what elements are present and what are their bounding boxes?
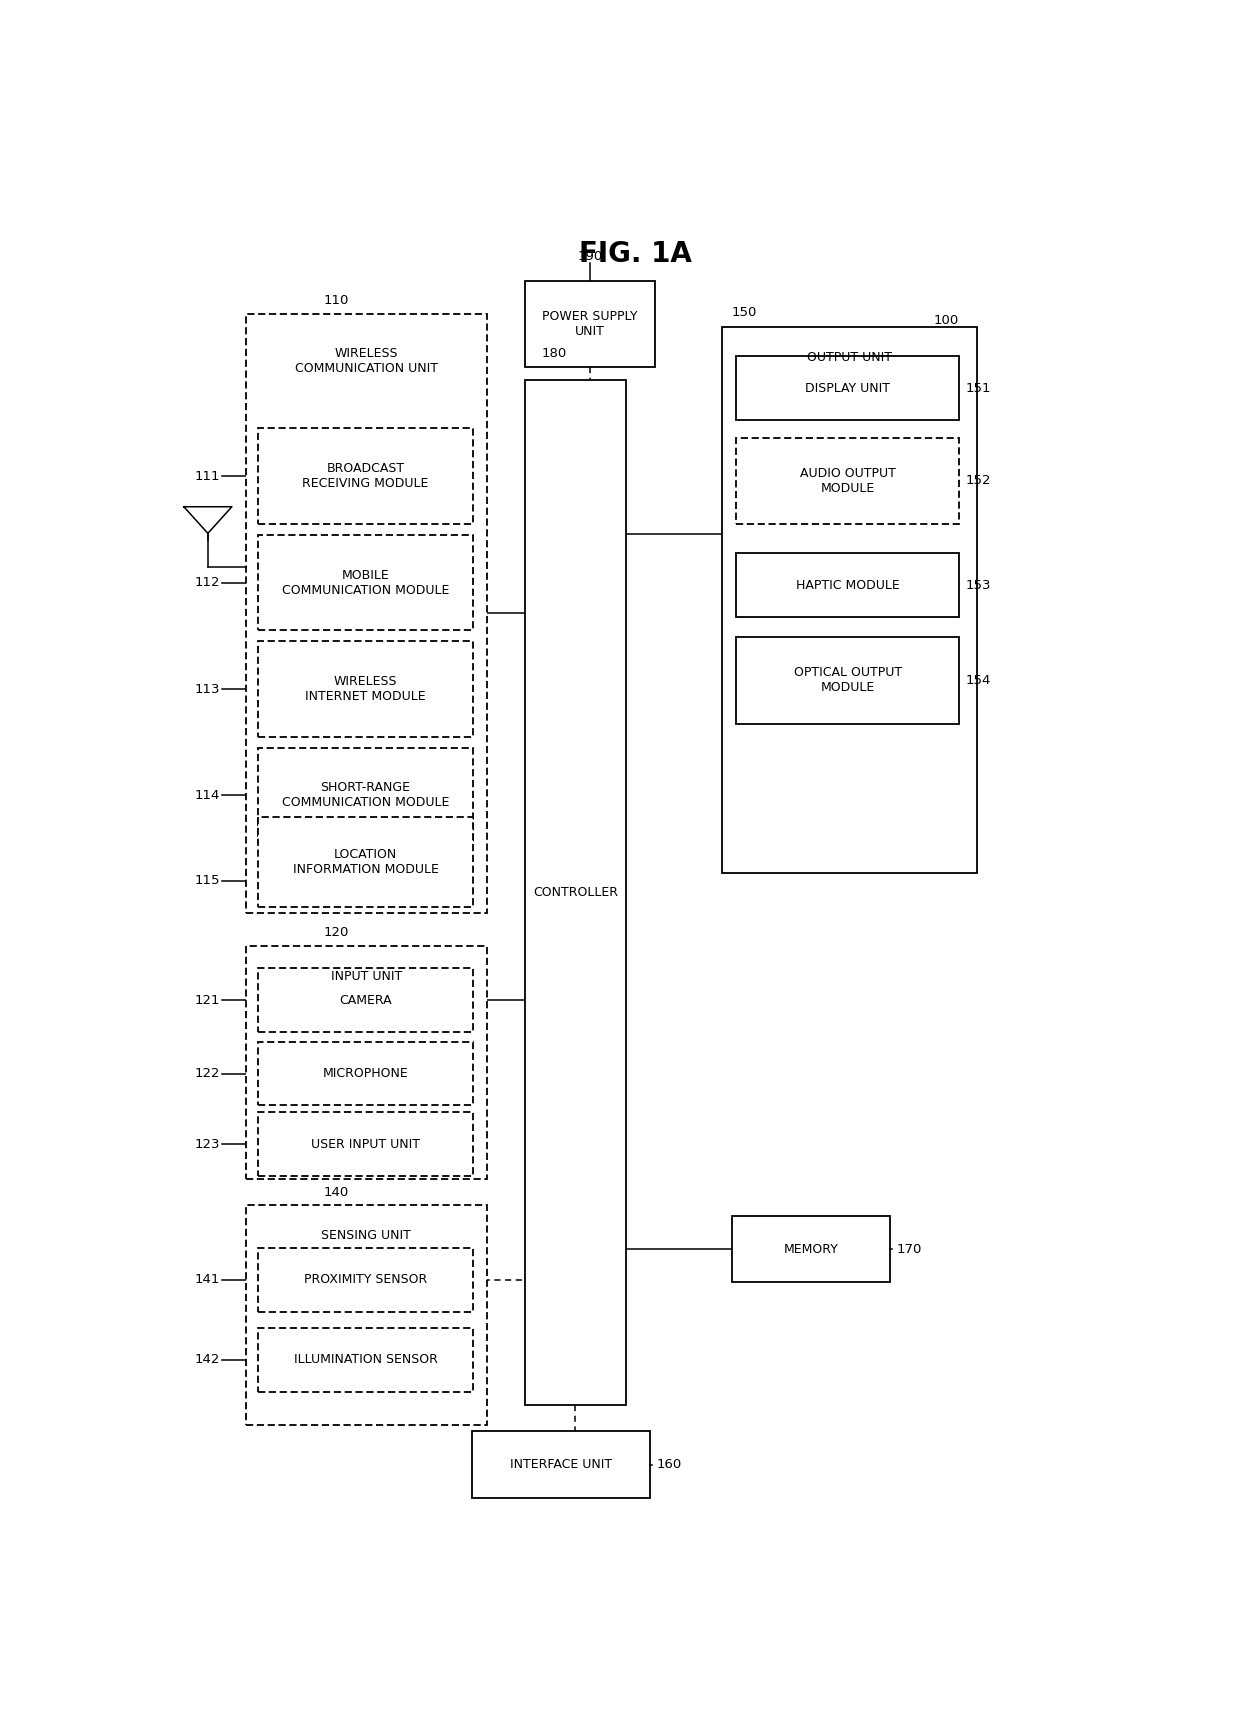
Text: 111: 111 — [195, 470, 221, 482]
Text: 140: 140 — [324, 1185, 348, 1199]
Text: LOCATION
INFORMATION MODULE: LOCATION INFORMATION MODULE — [293, 848, 439, 876]
Text: WIRELESS
INTERNET MODULE: WIRELESS INTERNET MODULE — [305, 676, 425, 703]
Bar — [737, 437, 960, 524]
Text: 180: 180 — [541, 347, 567, 361]
Text: HAPTIC MODULE: HAPTIC MODULE — [796, 579, 900, 591]
Text: MOBILE
COMMUNICATION MODULE: MOBILE COMMUNICATION MODULE — [281, 569, 449, 596]
Text: SHORT-RANGE
COMMUNICATION MODULE: SHORT-RANGE COMMUNICATION MODULE — [281, 781, 449, 809]
Text: MICROPHONE: MICROPHONE — [322, 1068, 408, 1080]
Text: 170: 170 — [897, 1242, 923, 1256]
Text: 100: 100 — [934, 314, 959, 327]
Text: 151: 151 — [965, 382, 991, 394]
Text: CAMERA: CAMERA — [340, 994, 392, 1007]
Bar — [525, 280, 655, 366]
Polygon shape — [184, 506, 232, 534]
Text: MEMORY: MEMORY — [784, 1242, 838, 1256]
Text: WIRELESS
COMMUNICATION UNIT: WIRELESS COMMUNICATION UNIT — [295, 347, 438, 375]
Bar — [258, 968, 474, 1032]
Text: 115: 115 — [195, 874, 221, 886]
Bar — [258, 748, 474, 843]
Text: 112: 112 — [195, 575, 221, 589]
Text: USER INPUT UNIT: USER INPUT UNIT — [311, 1137, 420, 1151]
Bar — [258, 534, 474, 631]
Bar — [525, 380, 626, 1405]
Bar — [258, 1327, 474, 1391]
Text: OPTICAL OUTPUT
MODULE: OPTICAL OUTPUT MODULE — [794, 667, 901, 695]
Bar — [737, 638, 960, 724]
Text: OUTPUT UNIT: OUTPUT UNIT — [807, 351, 892, 365]
Text: 121: 121 — [195, 994, 221, 1007]
Bar — [258, 641, 474, 736]
Text: ILLUMINATION SENSOR: ILLUMINATION SENSOR — [294, 1353, 438, 1367]
Text: 142: 142 — [195, 1353, 221, 1367]
Bar — [247, 314, 486, 912]
Bar — [732, 1217, 890, 1282]
Bar — [247, 945, 486, 1178]
Text: 141: 141 — [195, 1274, 221, 1286]
Text: INTERFACE UNIT: INTERFACE UNIT — [510, 1458, 613, 1471]
Text: 190: 190 — [578, 251, 603, 263]
Text: BROADCAST
RECEIVING MODULE: BROADCAST RECEIVING MODULE — [303, 461, 429, 491]
Bar — [258, 1042, 474, 1106]
Text: 152: 152 — [965, 473, 991, 487]
Text: AUDIO OUTPUT
MODULE: AUDIO OUTPUT MODULE — [800, 467, 895, 494]
Text: INPUT UNIT: INPUT UNIT — [331, 969, 402, 983]
Bar — [258, 817, 474, 907]
Text: 153: 153 — [965, 579, 991, 591]
Text: 110: 110 — [324, 294, 348, 308]
Text: 113: 113 — [195, 683, 221, 696]
Bar — [258, 1248, 474, 1312]
Bar — [722, 327, 977, 873]
Bar — [247, 1206, 486, 1426]
Text: POWER SUPPLY
UNIT: POWER SUPPLY UNIT — [542, 309, 637, 337]
Bar — [258, 1113, 474, 1177]
Bar — [737, 356, 960, 420]
Text: 122: 122 — [195, 1068, 221, 1080]
Text: 120: 120 — [324, 926, 348, 940]
Text: 123: 123 — [195, 1137, 221, 1151]
Bar — [258, 429, 474, 524]
Text: 150: 150 — [732, 306, 756, 320]
Text: DISPLAY UNIT: DISPLAY UNIT — [806, 382, 890, 394]
Text: 154: 154 — [965, 674, 991, 686]
Text: PROXIMITY SENSOR: PROXIMITY SENSOR — [304, 1274, 427, 1286]
Text: SENSING UNIT: SENSING UNIT — [321, 1229, 412, 1242]
Text: 114: 114 — [195, 790, 221, 802]
Bar — [737, 553, 960, 617]
Text: FIG. 1A: FIG. 1A — [579, 240, 692, 268]
Text: 160: 160 — [657, 1458, 682, 1471]
Text: CONTROLLER: CONTROLLER — [533, 886, 618, 899]
Bar — [472, 1431, 650, 1498]
